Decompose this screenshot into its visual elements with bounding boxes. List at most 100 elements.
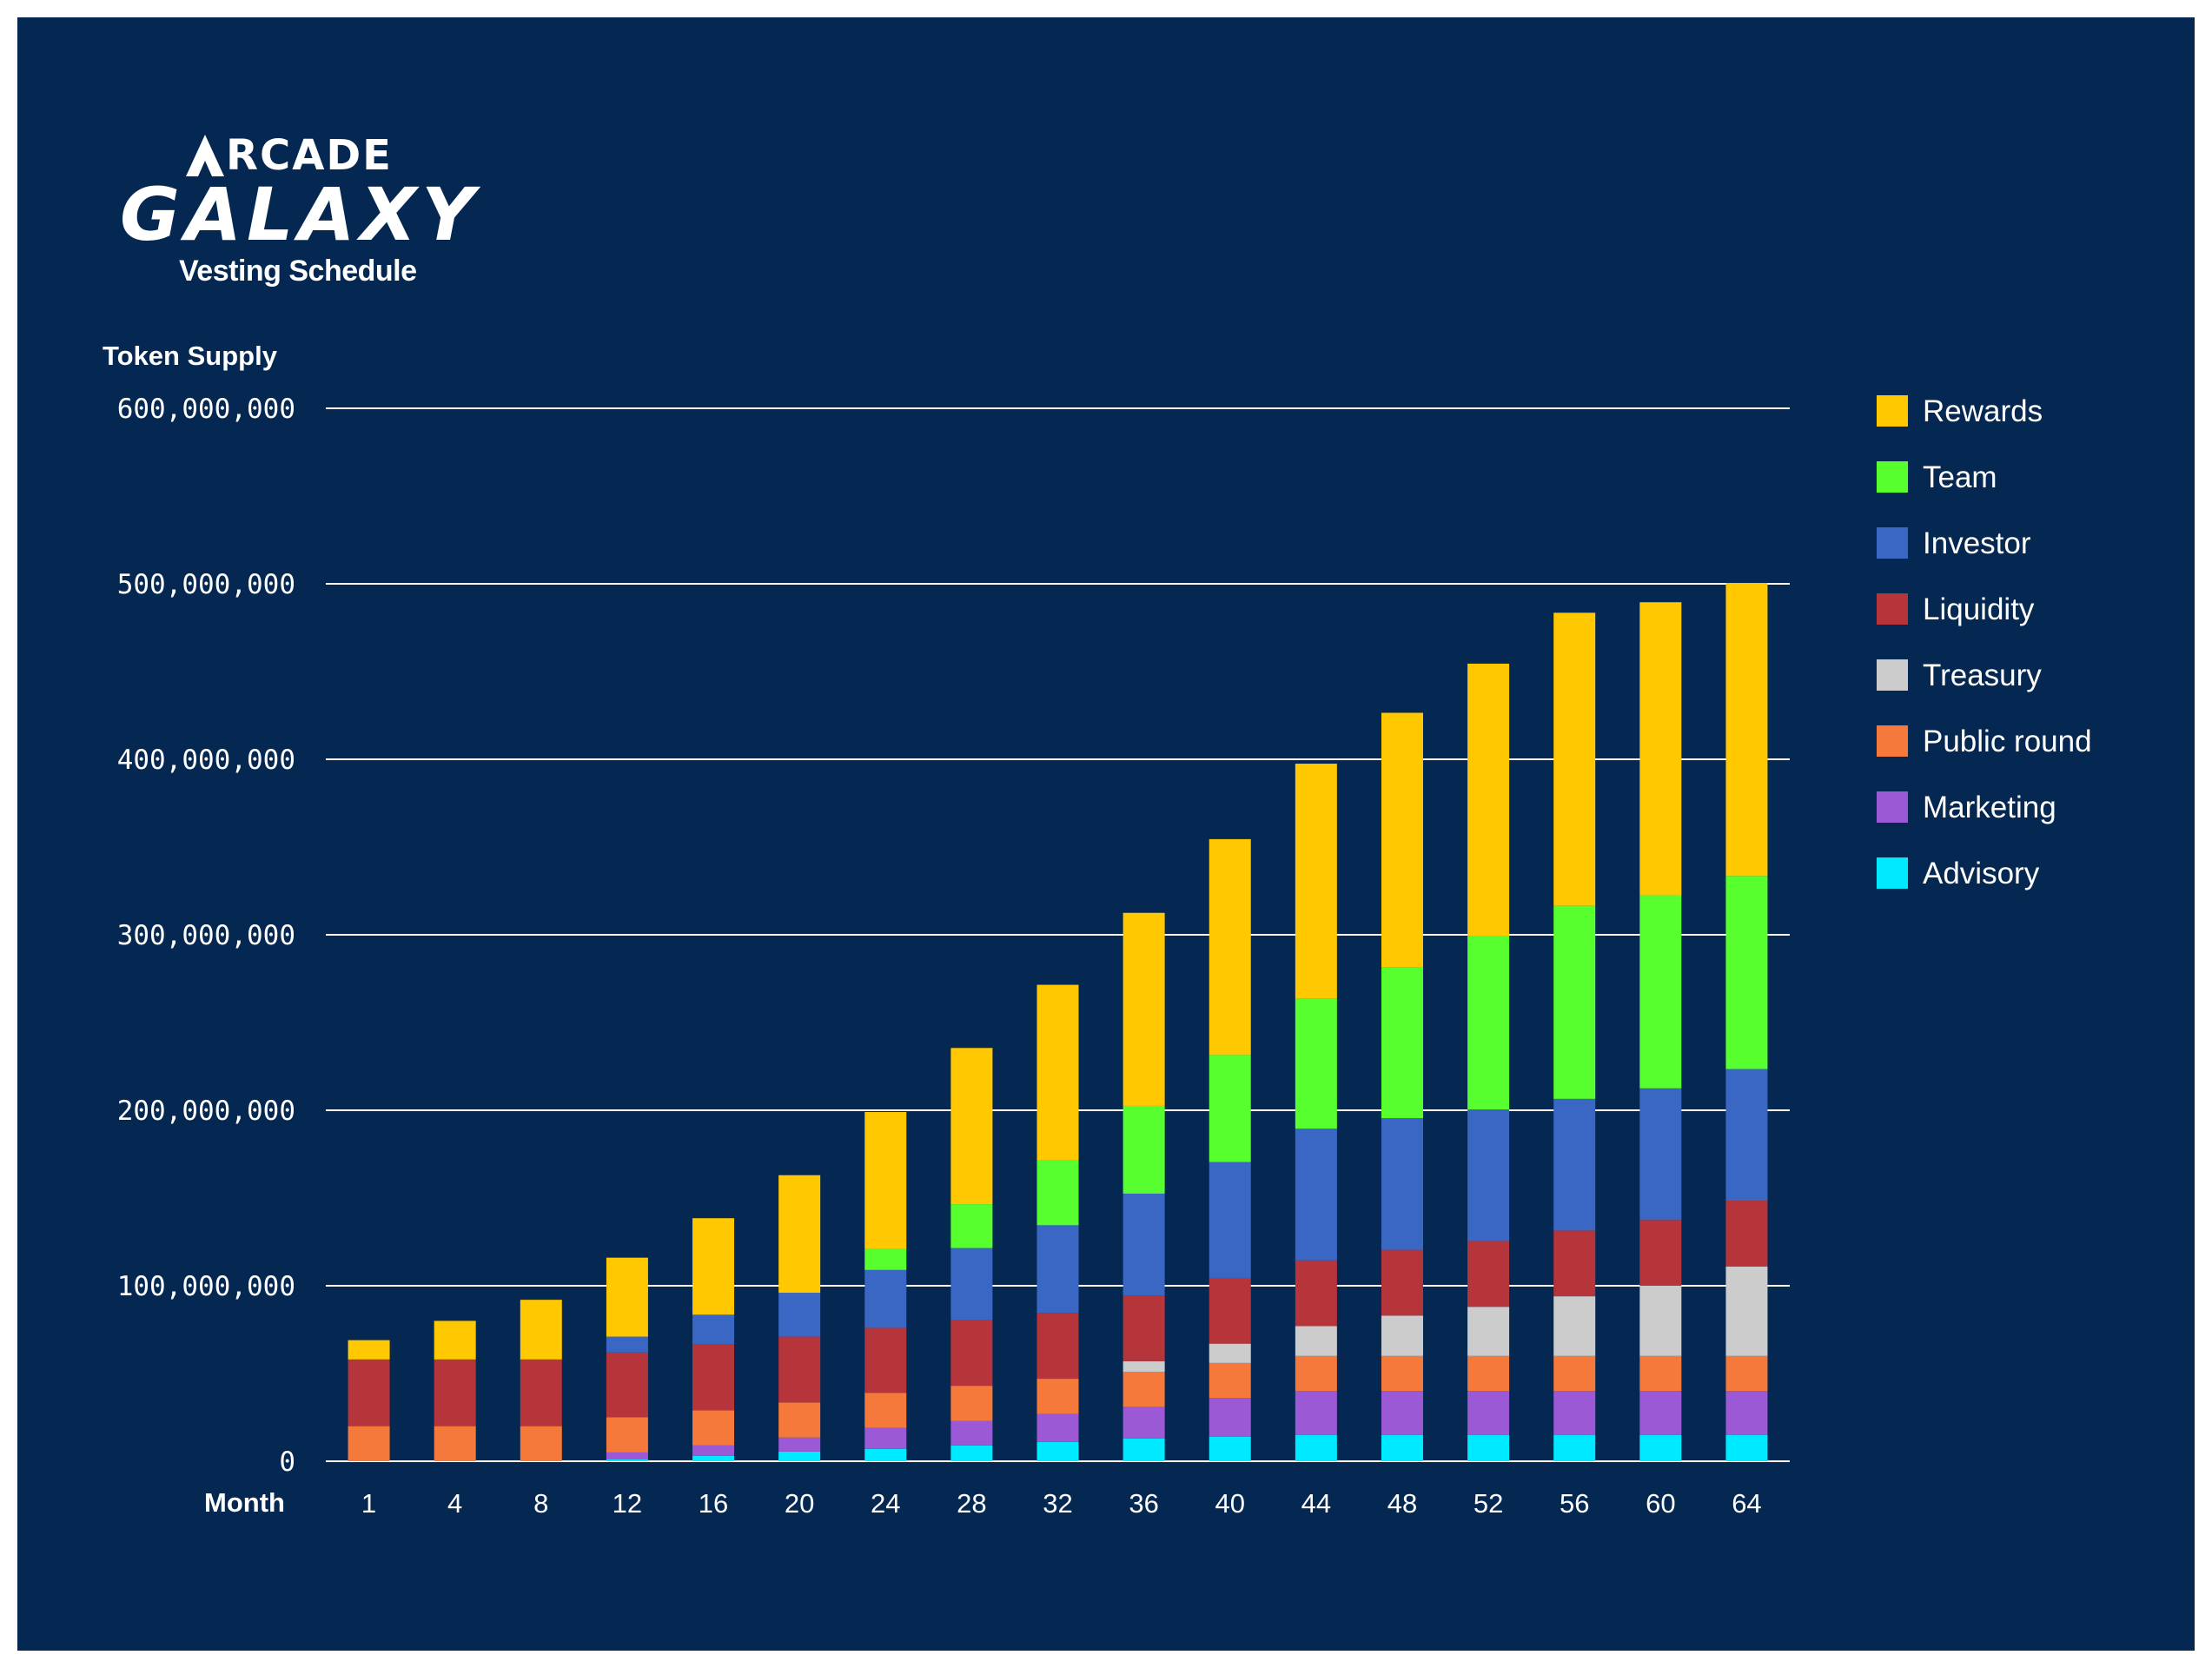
bar-segment — [778, 1402, 821, 1438]
x-tick-label: 16 — [699, 1488, 728, 1519]
bar-segment — [1036, 1313, 1079, 1380]
bar-segment — [1725, 1391, 1768, 1435]
bar-segment — [1639, 1088, 1682, 1221]
bar-segment — [950, 1248, 993, 1320]
bar-segment — [950, 1445, 993, 1461]
bar-segment — [864, 1112, 907, 1249]
bar-segment — [1295, 1260, 1337, 1327]
y-tick-label: 600,000,000 — [117, 394, 295, 425]
bar-segment — [1553, 1296, 1596, 1356]
bar-segment — [1209, 1277, 1251, 1344]
bar-segment — [1123, 1193, 1165, 1296]
legend-swatch — [1877, 395, 1908, 427]
y-tick-label: 500,000,000 — [117, 569, 295, 600]
y-tick-label: 200,000,000 — [117, 1095, 295, 1127]
bar-segment — [1725, 1266, 1768, 1356]
x-tick-label: 1 — [361, 1488, 376, 1519]
bar-segment — [606, 1417, 648, 1453]
x-axis-title: Month — [204, 1487, 285, 1518]
bar-segment — [692, 1455, 735, 1461]
bar-segment — [864, 1269, 907, 1328]
x-tick-label: 32 — [1043, 1488, 1072, 1519]
bar-segment — [1036, 1160, 1079, 1226]
bar-segment — [692, 1314, 735, 1345]
legend-label: Team — [1923, 460, 1997, 494]
x-tick-label: 4 — [447, 1488, 462, 1519]
bar-segment — [1123, 912, 1165, 1106]
bar-segment — [1467, 1434, 1510, 1461]
bar-segment — [606, 1352, 648, 1418]
legend-swatch — [1877, 527, 1908, 559]
x-tick-label: 12 — [613, 1488, 642, 1519]
bar-segment — [1295, 1391, 1337, 1435]
x-tick-label: 44 — [1301, 1488, 1331, 1519]
bar-segment — [348, 1340, 390, 1360]
bar-segment — [1725, 1355, 1768, 1392]
bar-segment — [1725, 1069, 1768, 1201]
bar-segment — [1036, 1413, 1079, 1442]
x-tick-label: 28 — [957, 1488, 986, 1519]
bar-segment — [1295, 1434, 1337, 1461]
bar-segment — [864, 1327, 907, 1393]
bar-segment — [1295, 1355, 1337, 1392]
y-axis-title: Token Supply — [103, 341, 278, 371]
bar-segment — [1639, 1286, 1682, 1356]
x-tick-label: 52 — [1474, 1488, 1503, 1519]
bar-segment — [1209, 838, 1251, 1056]
bar-segment — [1381, 1315, 1423, 1356]
x-tick-label: 56 — [1560, 1488, 1589, 1519]
bar-segment — [1381, 1249, 1423, 1316]
bar-segment — [864, 1448, 907, 1461]
bar-segment — [520, 1359, 562, 1426]
bar-segment — [1123, 1105, 1165, 1194]
bar-segment — [864, 1427, 907, 1449]
legend-label: Public round — [1923, 725, 2092, 758]
legend-label: Liquidity — [1923, 592, 2035, 626]
bar-segment — [606, 1257, 648, 1337]
bar-segment — [1381, 967, 1423, 1119]
bar-segment — [778, 1451, 821, 1461]
bar-segment — [1381, 1391, 1423, 1435]
bar-segment — [434, 1320, 476, 1360]
bar-segment — [1467, 1355, 1510, 1392]
bar-segment — [1553, 1391, 1596, 1435]
bar-segment — [1036, 1379, 1079, 1414]
legend-swatch — [1877, 461, 1908, 493]
y-tick-label: 100,000,000 — [117, 1271, 295, 1302]
bar-segment — [1467, 663, 1510, 937]
legend-label: Marketing — [1923, 791, 2056, 824]
legend-swatch — [1877, 593, 1908, 625]
bar-segment — [348, 1426, 390, 1461]
bar-segment — [778, 1175, 821, 1294]
bar-segment — [950, 1204, 993, 1248]
legend: Rewards Team Investor Liquidity Treasury Publ… — [1877, 394, 2092, 890]
bar-segment — [1553, 905, 1596, 1099]
bar-segment — [1639, 1220, 1682, 1286]
bar-segment — [1381, 1355, 1423, 1392]
bar-segment — [1295, 764, 1337, 999]
bar-segment — [434, 1359, 476, 1426]
legend-swatch — [1877, 857, 1908, 889]
logo-galaxy-text: GALAXY — [120, 172, 480, 257]
bar-segment — [1123, 1371, 1165, 1407]
bar-segment — [1725, 1434, 1768, 1461]
bar-segment — [1036, 1441, 1079, 1461]
legend-swatch — [1877, 791, 1908, 823]
bar-segment — [1036, 984, 1079, 1161]
bar-segment — [1036, 1225, 1079, 1314]
bar-segment — [1209, 1436, 1251, 1461]
bar-segment — [1295, 1326, 1337, 1356]
bar-segment — [520, 1300, 562, 1360]
x-tick-label: 40 — [1215, 1488, 1244, 1519]
y-tick-label: 300,000,000 — [117, 920, 295, 951]
bar-segment — [778, 1336, 821, 1403]
bar-segment — [434, 1426, 476, 1461]
bar-segment — [950, 1320, 993, 1387]
bar-segment — [950, 1420, 993, 1446]
y-tick-label: 400,000,000 — [117, 745, 295, 776]
legend-label: Investor — [1923, 526, 2031, 560]
bar-segment — [1639, 1391, 1682, 1435]
x-tick-label: 24 — [871, 1488, 900, 1519]
arcade-galaxy-logo: RCADE GALAXY Vesting Schedule — [120, 135, 485, 300]
